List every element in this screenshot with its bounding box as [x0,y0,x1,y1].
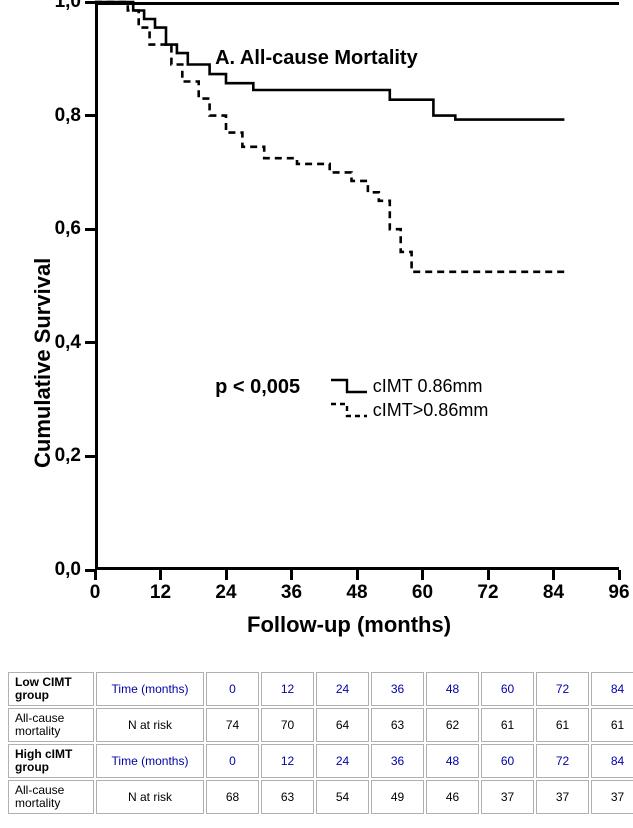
n-at-risk-value: 63 [371,708,424,742]
time-point: 48 [426,672,479,706]
n-at-risk-value: 61 [536,708,589,742]
time-point: 84 [591,672,633,706]
y-tick [85,114,95,117]
time-point: 48 [426,744,479,778]
y-tick [85,341,95,344]
n-at-risk-value: 74 [206,708,259,742]
x-tick [290,570,293,580]
n-at-risk-value: 64 [316,708,369,742]
time-point: 12 [261,744,314,778]
legend-swatch [331,377,367,395]
plot-area: A. All-cause Mortality p < 0,005 cIMT 0.… [95,2,619,570]
legend-item: cIMT>0.86mm [331,398,489,422]
x-tick [225,570,228,580]
time-point: 72 [536,672,589,706]
p-value-label: p < 0,005 [215,376,300,399]
n-at-risk-value: 63 [261,780,314,814]
time-point: 60 [481,744,534,778]
n-at-risk-value: 70 [261,708,314,742]
time-point: 24 [316,744,369,778]
time-header: Time (months) [96,672,204,706]
table-row: All-cause mortalityN at risk747064636261… [8,708,633,742]
x-tick-label: 60 [412,582,433,604]
time-point: 12 [261,672,314,706]
y-tick [85,455,95,458]
y-tick [85,1,95,4]
time-point: 36 [371,744,424,778]
x-tick [552,570,555,580]
n-at-risk-value: 54 [316,780,369,814]
table-row: All-cause mortalityN at risk686354494637… [8,780,633,814]
time-point: 36 [371,672,424,706]
x-tick [487,570,490,580]
time-point: 72 [536,744,589,778]
x-tick [618,570,621,580]
x-tick-label: 84 [543,582,564,604]
y-tick-label: 0,6 [55,218,81,240]
group-label: Low CIMT group [8,672,94,706]
numbers-at-risk-table: Low CIMT groupTime (months)0122436486072… [6,670,633,816]
panel-title: A. All-cause Mortality [215,47,418,70]
series-layer [95,2,619,570]
time-point: 0 [206,744,259,778]
n-at-risk-value: 46 [426,780,479,814]
survival-chart: A. All-cause Mortality p < 0,005 cIMT 0.… [0,0,633,660]
x-tick [421,570,424,580]
legend-item: cIMT 0.86mm [331,374,489,398]
y-axis-label: Cumulative Survival [30,257,56,467]
table-row: High cIMT groupTime (months)012243648607… [8,744,633,778]
legend-label: cIMT>0.86mm [373,400,489,421]
table-row: Low CIMT groupTime (months)0122436486072… [8,672,633,706]
x-axis-label: Follow-up (months) [247,612,451,638]
x-tick [159,570,162,580]
n-at-risk-value: 37 [536,780,589,814]
y-tick-label: 0,0 [55,559,81,581]
n-at-risk-value: 37 [481,780,534,814]
group-sublabel: All-cause mortality [8,708,94,742]
legend: cIMT 0.86mm cIMT>0.86mm [331,374,489,422]
y-tick-label: 0,8 [55,105,81,127]
time-point: 0 [206,672,259,706]
y-tick [85,228,95,231]
page-root: { "chart": { "type": "kaplan-meier-survi… [0,0,633,828]
n-at-risk-value: 37 [591,780,633,814]
time-point: 60 [481,672,534,706]
n-at-risk-value: 49 [371,780,424,814]
x-tick [356,570,359,580]
time-point: 84 [591,744,633,778]
y-tick-label: 1,0 [55,0,81,13]
x-tick [94,570,97,580]
n-at-risk-value: 68 [206,780,259,814]
n-at-risk-value: 61 [591,708,633,742]
legend-label: cIMT 0.86mm [373,376,483,397]
y-tick-label: 0,2 [55,445,81,467]
x-tick-label: 0 [90,582,101,604]
group-sublabel: All-cause mortality [8,780,94,814]
x-tick-label: 72 [477,582,498,604]
n-at-risk-header: N at risk [96,780,204,814]
x-tick-label: 48 [346,582,367,604]
y-tick-label: 0,4 [55,332,81,354]
time-point: 24 [316,672,369,706]
n-at-risk-header: N at risk [96,708,204,742]
n-at-risk-value: 62 [426,708,479,742]
n-at-risk-value: 61 [481,708,534,742]
x-tick-label: 24 [215,582,236,604]
x-tick-label: 36 [281,582,302,604]
x-tick-label: 12 [150,582,171,604]
time-header: Time (months) [96,744,204,778]
x-tick-label: 96 [608,582,629,604]
legend-swatch [331,401,367,419]
group-label: High cIMT group [8,744,94,778]
